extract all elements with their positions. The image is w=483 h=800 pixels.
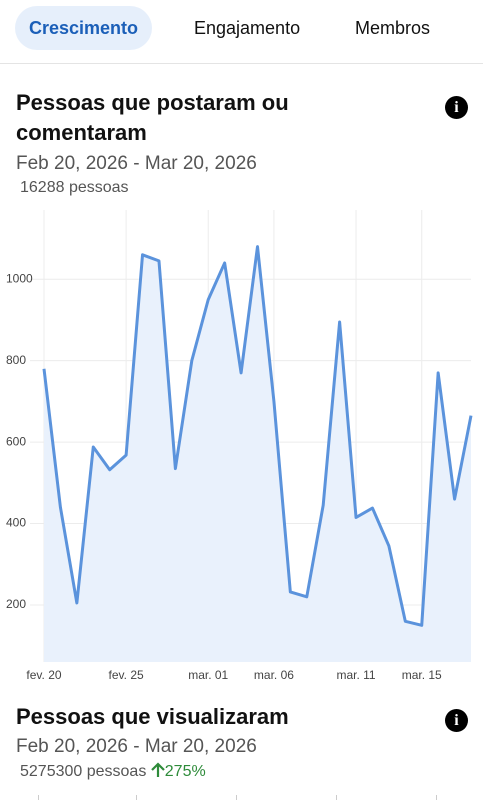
change: 275%: [164, 763, 206, 780]
x-tick-label: mar. 06: [254, 668, 294, 682]
up-arrow: [151, 762, 165, 777]
y-tick-label: 400: [6, 516, 26, 530]
x-tick-label: mar. 15: [402, 668, 442, 682]
x-tick-label: fev. 25: [109, 668, 144, 682]
y-tick-label: 600: [6, 434, 26, 448]
y-tick-label: 800: [6, 353, 26, 367]
total-value: 5275300 pessoas: [20, 763, 147, 780]
y-tick-label: 1000: [6, 271, 33, 285]
chart: 200 400 600 800 1000 fev. 20 fev. 25 mar. 01 mar…: [6, 210, 473, 682]
tab[interactable]: Crescimento: [15, 6, 153, 50]
section-title: Pessoas que visualizaram: [16, 704, 289, 729]
line: [42, 245, 473, 627]
area: [44, 246, 471, 662]
total: 5275300 pessoas 275%: [20, 762, 206, 781]
y-tick-label: 200: [6, 597, 26, 611]
tab[interactable]: Engajamento: [194, 18, 301, 38]
divider: [0, 63, 483, 64]
total: 16288 pessoas: [20, 179, 129, 196]
x-tick-label: mar. 01: [188, 668, 228, 682]
info-icon[interactable]: i: [445, 96, 468, 119]
x-tick-label: fev. 20: [26, 668, 61, 682]
section-title: Pessoas que postaram ou comentaram: [16, 90, 289, 145]
info-icon[interactable]: i: [445, 709, 468, 732]
date-range: Feb 20, 2026 - Mar 20, 2026: [16, 736, 257, 757]
x-tick-label: mar. 11: [336, 668, 375, 682]
tab[interactable]: Membros: [355, 18, 431, 38]
date-range: Feb 20, 2026 - Mar 20, 2026: [16, 153, 257, 174]
next-chart-ticks: [0, 793, 483, 800]
